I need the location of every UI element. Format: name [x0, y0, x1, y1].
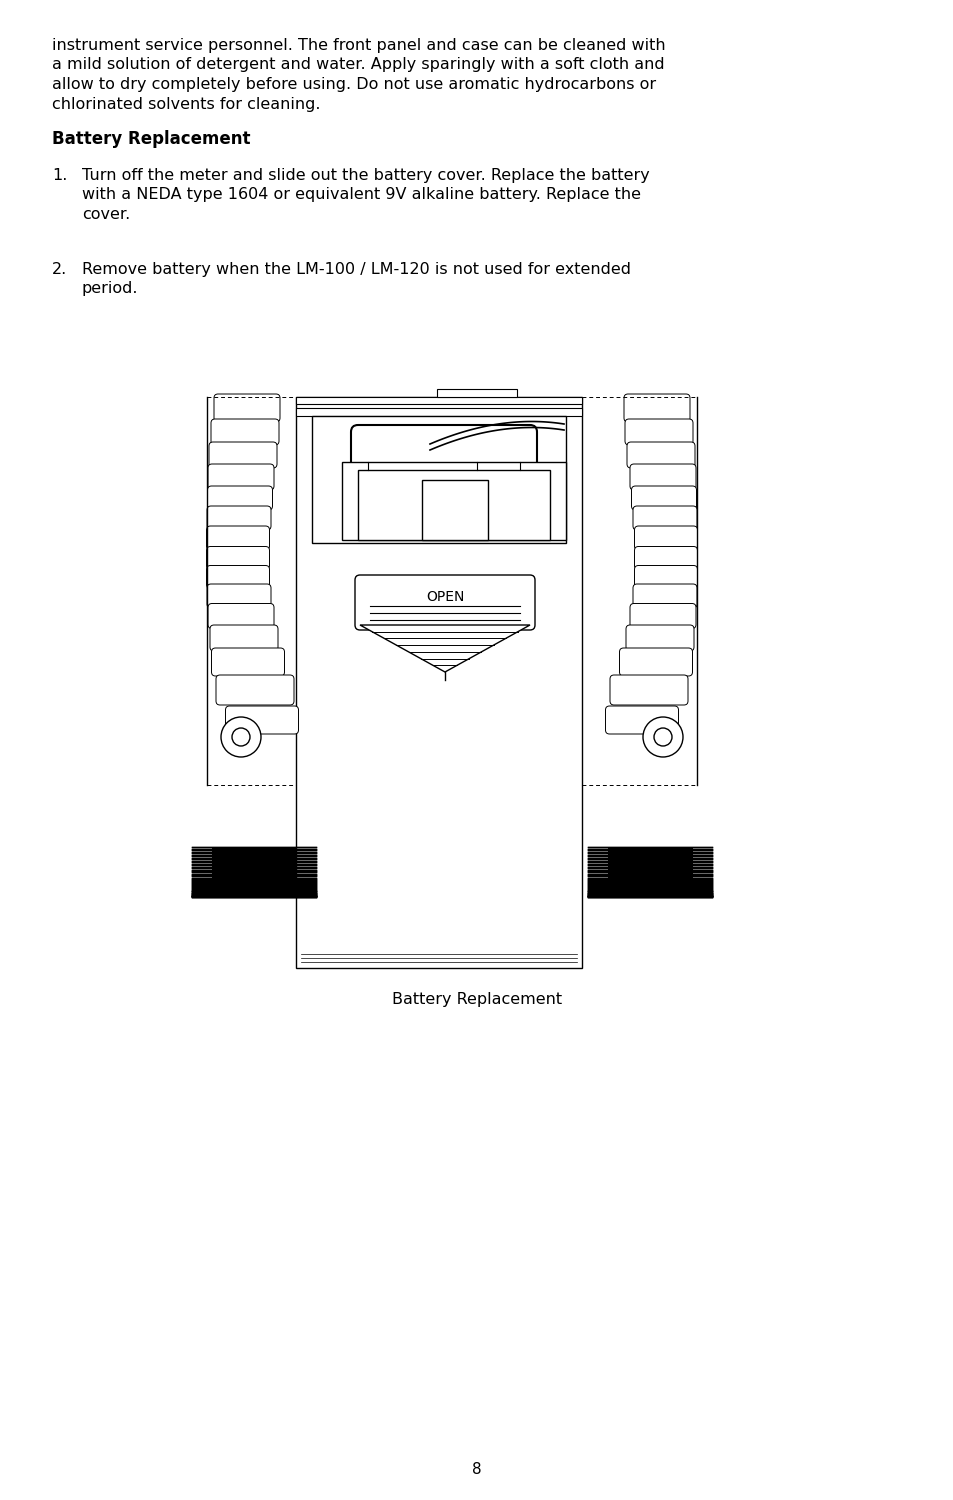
Bar [295, 398, 581, 968]
Text: 1.: 1. [52, 168, 68, 183]
FancyBboxPatch shape [215, 675, 294, 705]
FancyBboxPatch shape [634, 566, 697, 588]
FancyBboxPatch shape [609, 675, 687, 705]
FancyBboxPatch shape [634, 526, 697, 550]
Bar [357, 470, 550, 540]
Bar [436, 388, 517, 398]
FancyBboxPatch shape [207, 584, 271, 608]
Text: 8: 8 [472, 1462, 481, 1478]
Text: a mild solution of detergent and water. Apply sparingly with a soft cloth and: a mild solution of detergent and water. … [52, 57, 664, 72]
Bar [295, 408, 581, 416]
FancyBboxPatch shape [211, 419, 278, 446]
Circle shape [654, 728, 671, 746]
Circle shape [232, 728, 250, 746]
FancyBboxPatch shape [206, 566, 269, 588]
Text: 2.: 2. [52, 262, 67, 278]
Text: Remove battery when the LM-100 / LM-120 is not used for extended: Remove battery when the LM-100 / LM-120 … [82, 262, 630, 278]
FancyBboxPatch shape [626, 442, 695, 468]
FancyBboxPatch shape [605, 706, 678, 734]
FancyBboxPatch shape [624, 419, 692, 446]
Bar [421, 480, 488, 540]
FancyBboxPatch shape [351, 424, 537, 470]
FancyBboxPatch shape [206, 526, 269, 550]
FancyBboxPatch shape [633, 506, 697, 530]
Text: Turn off the meter and slide out the battery cover. Replace the battery: Turn off the meter and slide out the bat… [82, 168, 649, 183]
Text: chlorinated solvents for cleaning.: chlorinated solvents for cleaning. [52, 96, 320, 111]
Text: period.: period. [82, 282, 138, 297]
FancyBboxPatch shape [209, 442, 276, 468]
Text: Battery Replacement: Battery Replacement [52, 130, 251, 148]
FancyBboxPatch shape [633, 584, 697, 608]
FancyBboxPatch shape [208, 486, 273, 510]
FancyBboxPatch shape [631, 486, 696, 510]
Text: OPEN: OPEN [425, 590, 464, 604]
FancyBboxPatch shape [213, 394, 280, 422]
FancyBboxPatch shape [208, 464, 274, 490]
Text: cover.: cover. [82, 207, 131, 222]
Bar [295, 398, 581, 404]
Bar [341, 462, 565, 540]
FancyBboxPatch shape [625, 626, 693, 651]
FancyBboxPatch shape [629, 464, 696, 490]
Text: with a NEDA type 1604 or equivalent 9V alkaline battery. Replace the: with a NEDA type 1604 or equivalent 9V a… [82, 188, 640, 202]
FancyBboxPatch shape [618, 648, 692, 676]
FancyBboxPatch shape [206, 546, 269, 570]
Text: instrument service personnel. The front panel and case can be cleaned with: instrument service personnel. The front … [52, 38, 665, 52]
FancyBboxPatch shape [210, 626, 277, 651]
Polygon shape [359, 626, 530, 672]
FancyBboxPatch shape [629, 603, 696, 628]
FancyBboxPatch shape [634, 546, 697, 570]
Text: Battery Replacement: Battery Replacement [392, 992, 561, 1006]
FancyBboxPatch shape [355, 574, 535, 630]
Circle shape [642, 717, 682, 758]
FancyBboxPatch shape [212, 648, 284, 676]
Text: allow to dry completely before using. Do not use aromatic hydrocarbons or: allow to dry completely before using. Do… [52, 76, 656, 92]
Circle shape [221, 717, 261, 758]
FancyBboxPatch shape [225, 706, 298, 734]
FancyBboxPatch shape [623, 394, 689, 422]
Bar [312, 416, 565, 543]
FancyBboxPatch shape [208, 603, 274, 628]
FancyBboxPatch shape [207, 506, 271, 530]
